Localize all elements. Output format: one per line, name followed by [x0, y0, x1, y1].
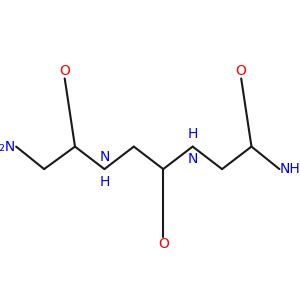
- Text: N: N: [99, 150, 110, 164]
- Text: O: O: [158, 237, 169, 251]
- Text: O: O: [59, 64, 70, 78]
- Text: H: H: [99, 175, 110, 188]
- Text: H₂N: H₂N: [0, 140, 16, 154]
- Text: O: O: [236, 64, 247, 78]
- Text: NH₂: NH₂: [279, 162, 300, 176]
- Text: H: H: [188, 127, 198, 141]
- Text: N: N: [188, 152, 198, 166]
